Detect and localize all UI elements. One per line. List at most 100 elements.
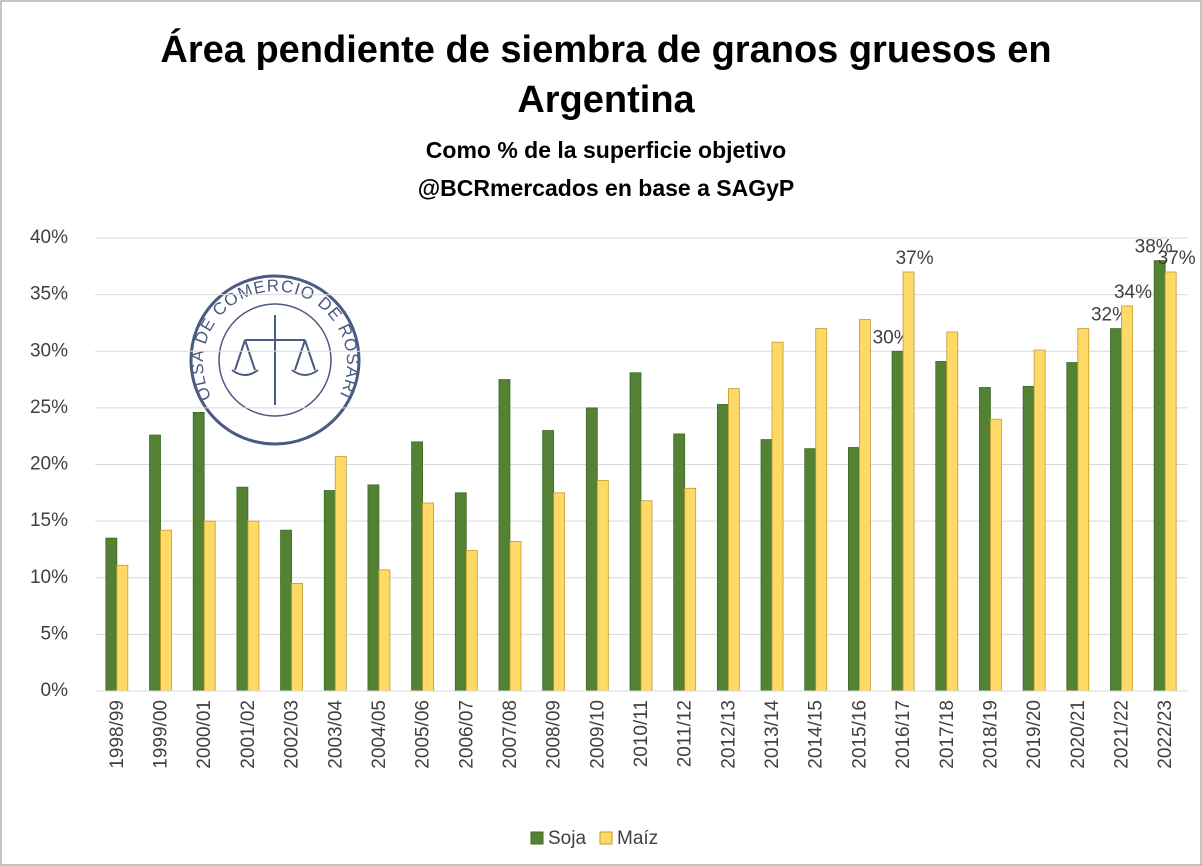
bar <box>716 404 729 692</box>
y-tick-label: 15% <box>30 510 68 531</box>
x-tick-label: 2003/04 <box>325 700 346 769</box>
bar <box>1033 349 1046 692</box>
bar <box>771 341 784 692</box>
bar <box>116 564 129 692</box>
bar <box>902 271 915 692</box>
x-tick-label: 2007/08 <box>500 700 521 769</box>
x-tick-label: 2008/09 <box>544 700 565 769</box>
bar <box>585 407 598 692</box>
x-tick-label: 2018/19 <box>980 700 1001 769</box>
x-tick-label: 2006/07 <box>456 700 477 769</box>
data-label: 38% <box>1135 237 1173 258</box>
chart-subtitle: Como % de la superficie objetivo <box>426 137 786 163</box>
y-tick-label: 0% <box>41 680 69 701</box>
bar <box>935 361 948 692</box>
bar <box>979 387 991 692</box>
x-tick-label: 2022/23 <box>1155 700 1176 769</box>
x-tick-label: 2020/21 <box>1068 700 1089 769</box>
data-label: 37% <box>1158 248 1196 269</box>
bar <box>465 550 478 692</box>
bar <box>323 490 336 692</box>
y-tick-label: 5% <box>41 623 69 644</box>
bar <box>1110 328 1122 692</box>
bar <box>684 487 697 692</box>
bar <box>247 520 260 692</box>
chart-source: @BCRmercados en base a SAGyP <box>418 175 795 201</box>
bar <box>760 439 773 692</box>
bar <box>280 529 292 692</box>
x-tick-label: 2012/13 <box>718 700 739 769</box>
bar <box>629 372 642 692</box>
x-tick-label: 2009/10 <box>587 700 608 769</box>
bar <box>1164 271 1177 692</box>
x-tick-label: 1999/00 <box>151 700 172 769</box>
bar <box>553 492 566 692</box>
bar <box>192 412 205 692</box>
title-line: Argentina <box>517 79 695 121</box>
y-tick-label: 35% <box>30 284 68 305</box>
bar <box>1022 385 1035 692</box>
bar <box>1066 362 1079 692</box>
x-tick-label: 2015/16 <box>849 700 870 769</box>
x-tick-label: 2011/12 <box>675 700 696 767</box>
y-tick-label: 30% <box>30 340 68 361</box>
x-tick-label: 2010/11 <box>631 700 652 767</box>
bar <box>891 350 904 692</box>
bar <box>815 328 828 692</box>
title-line: Área pendiente de siembra de granos grue… <box>160 27 1051 71</box>
legend-swatch <box>530 831 544 845</box>
bar <box>378 569 391 692</box>
bar <box>990 418 1002 692</box>
data-label: 32% <box>1091 305 1129 326</box>
bar <box>105 537 118 692</box>
legend-swatch <box>599 831 613 845</box>
x-tick-label: 2019/20 <box>1024 700 1045 769</box>
data-label: 34% <box>1114 282 1152 303</box>
x-tick-label: 2014/15 <box>806 700 827 769</box>
bar <box>596 479 609 692</box>
y-tick-label: 20% <box>30 454 68 475</box>
bar <box>727 388 740 692</box>
bar <box>848 447 860 692</box>
bar <box>542 430 555 692</box>
x-tick-label: 2002/03 <box>282 700 303 769</box>
legend-label: Maíz <box>617 828 658 849</box>
x-tick-label: 2017/18 <box>937 700 958 769</box>
bar <box>498 379 511 692</box>
bar <box>1077 328 1090 692</box>
bar <box>367 484 380 692</box>
x-tick-label: 2000/01 <box>194 700 215 769</box>
bar <box>291 583 303 692</box>
bar <box>422 502 435 692</box>
bar <box>454 492 467 692</box>
bar <box>160 529 172 692</box>
x-tick-label: 2016/17 <box>893 700 914 769</box>
x-tick-label: 2013/14 <box>762 700 783 769</box>
legend-label: Soja <box>548 828 586 849</box>
x-tick-label: 2004/05 <box>369 700 390 769</box>
bar <box>673 433 686 692</box>
x-tick-label: 2021/22 <box>1111 700 1132 769</box>
bar <box>804 448 817 692</box>
y-tick-label: 10% <box>30 567 68 588</box>
y-tick-label: 40% <box>30 227 68 248</box>
chart-title: Área pendiente de siembra de granos grue… <box>160 27 1051 121</box>
data-label: 30% <box>873 327 911 348</box>
bar <box>1121 305 1133 692</box>
bar <box>1153 260 1166 692</box>
bar <box>509 541 522 692</box>
x-tick-label: 2001/02 <box>238 700 259 769</box>
bar <box>203 520 216 692</box>
bar <box>236 486 249 692</box>
bar <box>859 319 871 692</box>
x-tick-label: 2005/06 <box>413 700 434 769</box>
bar <box>411 441 424 692</box>
y-tick-label: 25% <box>30 397 68 418</box>
bar <box>334 456 347 692</box>
bar <box>946 331 959 692</box>
x-tick-label: 1998/99 <box>107 700 128 769</box>
bar <box>640 500 653 692</box>
data-label: 37% <box>896 248 934 269</box>
bar <box>149 434 161 692</box>
